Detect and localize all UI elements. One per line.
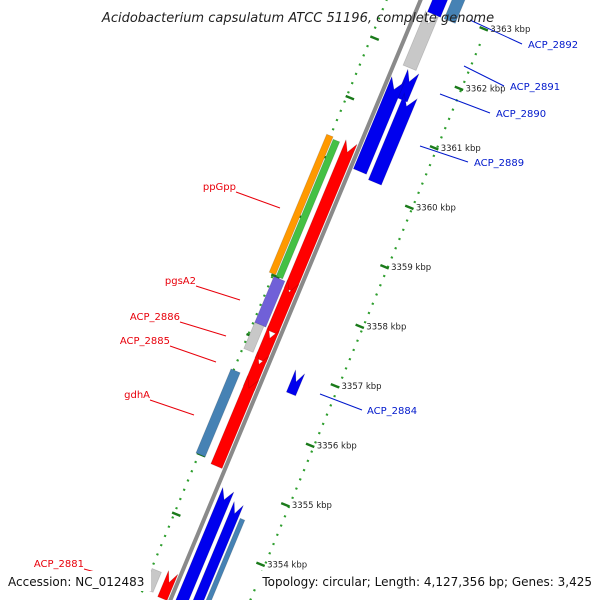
- kbp-tick-mark: [270, 273, 281, 280]
- genome-summary-text: Topology: circular; Length: 4,127,356 bp…: [261, 575, 592, 589]
- kbp-label: 3360 kbp: [416, 204, 456, 214]
- gene-label-pgsa2[interactable]: pgsA2: [165, 276, 196, 287]
- gene-label-acp-2891[interactable]: ACP_2891: [510, 82, 560, 93]
- kbp-tick-mark: [330, 382, 340, 389]
- gene-ppgpp: [283, 139, 358, 294]
- gene-label-acp-2885[interactable]: ACP_2885: [120, 336, 170, 347]
- kbp-tick-mark: [255, 561, 266, 568]
- accession-text: Accession: NC_012483: [8, 575, 144, 589]
- kbp-label: 3359 kbp: [391, 263, 431, 273]
- gene-gdha-track: [195, 368, 241, 458]
- gene-label-acp-2884[interactable]: ACP_2884: [367, 406, 417, 417]
- gene-leader-line: [169, 345, 217, 363]
- kbp-tick-mark: [305, 442, 315, 449]
- kbp-tick-mark: [379, 263, 390, 270]
- gene-leader-line: [463, 65, 505, 87]
- kbp-tick-mark: [429, 144, 439, 151]
- gene-label-acp-2892[interactable]: ACP_2892: [528, 40, 578, 51]
- gene-acp-2889: [367, 92, 419, 186]
- gene-acp-2882: [175, 487, 235, 600]
- gene-leader-line: [319, 393, 363, 411]
- kbp-label: 3363 kbp: [490, 25, 530, 35]
- outer-dotted-track: [137, 0, 388, 600]
- kbp-tick-mark: [355, 323, 365, 330]
- gene-label-ppgpp[interactable]: ppGpp: [203, 182, 236, 193]
- kbp-tick-mark: [404, 204, 414, 211]
- gene-acp-2886-track: [243, 321, 265, 353]
- gene-pgsa2: [266, 279, 300, 336]
- kbp-label: 3354 kbp: [267, 561, 307, 571]
- gene-acp-2883: [192, 501, 244, 600]
- gene-leader-line: [469, 19, 523, 45]
- summary-backdrop: [256, 571, 600, 591]
- kbp-tick-mark: [280, 501, 290, 508]
- kbp-tick-mark: [454, 85, 464, 92]
- gene-acp-2884: [285, 369, 306, 397]
- kbp-label: 3356 kbp: [317, 442, 357, 452]
- kbp-label: 3362 kbp: [466, 85, 506, 95]
- gene-label-gdha[interactable]: gdhA: [124, 390, 150, 401]
- gene-label-acp-2886[interactable]: ACP_2886: [130, 312, 180, 323]
- kbp-labels: 3363 kbp 3362 kbp 3361 kbp 3360 kbp 3359 kbp…: [267, 25, 530, 571]
- gene-leader-line: [179, 321, 227, 337]
- kbp-label: 3358 kbp: [366, 323, 406, 333]
- inner-dotted-track: [249, 43, 482, 600]
- gene-leader-line: [419, 145, 469, 163]
- gene-features: [143, 0, 466, 600]
- accession-backdrop: [0, 571, 151, 591]
- gene-label-acp-2881[interactable]: ACP_2881: [34, 559, 84, 570]
- genome-backbone: [168, 0, 423, 600]
- gene-acp-2891: [402, 9, 440, 72]
- kbp-tick-mark: [479, 25, 489, 32]
- gene-ppgpp-track-orange: [268, 133, 334, 276]
- gene-ppgpp-track-green: [275, 138, 341, 280]
- gene-acp-2890: [352, 75, 406, 175]
- kbp-label: 3357 kbp: [342, 382, 382, 392]
- kbp-ticks: [146, 25, 489, 577]
- gene-acp-2883-track: [205, 517, 246, 600]
- gene-leader-line: [149, 399, 195, 416]
- gene-label-acp-2889[interactable]: ACP_2889: [474, 158, 524, 169]
- gene-acp-2892-cds: [426, 0, 448, 18]
- gene-acp-2892-track: [443, 0, 466, 24]
- gene-label-acp-2890[interactable]: ACP_2890: [496, 109, 546, 120]
- gene-gdha: [210, 375, 260, 470]
- gene-leader-line: [195, 285, 241, 301]
- kbp-tick-mark: [370, 35, 380, 42]
- gene-leader-line: [235, 191, 281, 209]
- gene-leader-line: [439, 93, 491, 114]
- gene-acp-2886: [254, 325, 280, 364]
- genome-title: Acidobacterium capsulatum ATCC 51196, co…: [101, 11, 494, 26]
- kbp-tick-mark: [171, 511, 181, 518]
- kbp-label: 3355 kbp: [292, 501, 332, 511]
- kbp-label: 3361 kbp: [441, 144, 481, 154]
- gene-acp-2891-cds: [395, 69, 420, 103]
- gene-pgsa2-track: [254, 275, 286, 328]
- kbp-tick-mark: [345, 94, 355, 101]
- gene-labels: ACP_2892 ACP_2891 ACP_2890 ACP_2889 ppGpp pgs…: [34, 19, 578, 583]
- gene-acp-2881: [157, 570, 179, 600]
